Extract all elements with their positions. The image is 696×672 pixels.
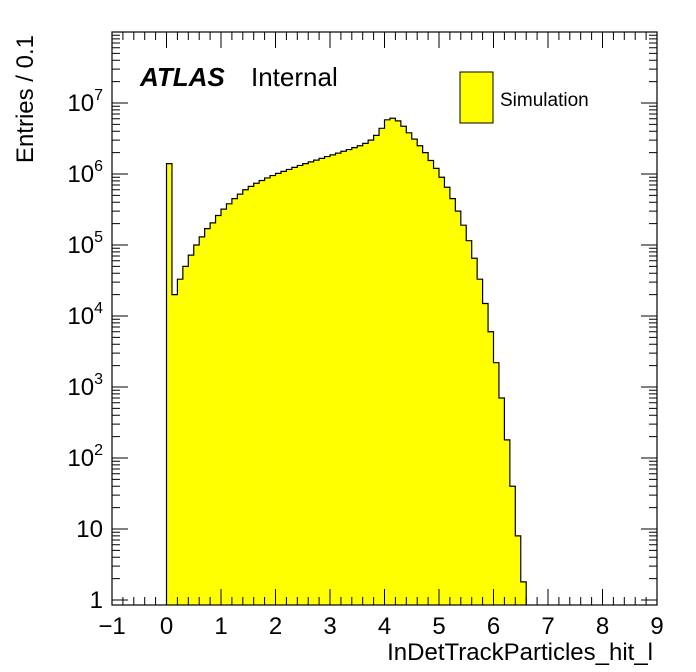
histogram-bar <box>204 228 211 605</box>
y-tick-label: 102 <box>67 442 103 472</box>
y-tick-label: 103 <box>67 371 103 401</box>
histogram-bar <box>270 175 276 605</box>
histogram-bar <box>166 163 173 605</box>
histogram-bar <box>237 194 244 605</box>
atlas-label: ATLAS <box>139 62 225 92</box>
histogram-bar <box>373 135 380 605</box>
histogram-bar <box>351 147 358 605</box>
histogram-bar <box>493 362 500 605</box>
histogram-bar <box>455 211 462 605</box>
x-tick-label: 3 <box>323 613 336 640</box>
histogram-bar <box>395 120 402 605</box>
x-tick-label: 2 <box>269 613 282 640</box>
histogram-bar <box>171 294 178 605</box>
x-tick-label: 9 <box>650 613 663 640</box>
histogram-bar <box>297 165 304 605</box>
histogram-bar <box>466 240 473 605</box>
histogram-bar <box>242 189 249 605</box>
y-axis-label: Entries / 0.1 <box>12 35 39 163</box>
histogram-bar <box>308 161 315 605</box>
histogram-bar <box>324 156 331 605</box>
histogram-bar <box>253 183 260 605</box>
histogram-bar <box>177 279 184 605</box>
histogram-bar <box>210 222 216 606</box>
histogram-bar <box>488 331 494 605</box>
histogram-bar <box>368 140 374 605</box>
histogram-bar <box>193 245 200 605</box>
x-tick-label: −1 <box>98 613 125 640</box>
histogram-bar <box>335 153 342 605</box>
histogram-bar <box>357 145 364 606</box>
histogram-bar <box>439 177 445 605</box>
histogram-bar <box>509 486 516 605</box>
x-tick-label: 5 <box>432 613 445 640</box>
histogram-bar <box>504 439 511 605</box>
histogram-bar <box>433 168 440 605</box>
status-label: Internal <box>251 62 338 92</box>
histogram-bar <box>199 236 206 605</box>
histogram-bar <box>188 255 195 605</box>
y-tick-label: 1 <box>90 587 103 614</box>
histogram-outline <box>165 117 527 605</box>
axis-ticks <box>111 32 658 605</box>
histogram-bar <box>362 143 369 605</box>
histogram-bar <box>520 581 527 605</box>
histogram-bar <box>515 535 522 605</box>
histogram-bar <box>417 145 424 606</box>
legend-label: Simulation <box>500 90 589 111</box>
x-tick-labels: −1 0 1 2 3 4 5 6 7 8 9 <box>98 613 663 640</box>
y-tick-label: 104 <box>67 300 103 330</box>
histogram-bar <box>259 180 265 606</box>
x-tick-label: 0 <box>160 613 173 640</box>
histogram-bar <box>428 160 434 606</box>
histogram-bar <box>400 126 407 605</box>
histogram-bar <box>264 177 271 605</box>
x-tick-label: 4 <box>378 613 391 640</box>
histogram-bar <box>482 303 489 605</box>
x-tick-label: 1 <box>214 613 227 640</box>
histogram-bar <box>319 158 325 605</box>
histogram-bar <box>406 132 413 605</box>
histogram-bar <box>286 169 293 606</box>
histogram-bar <box>280 171 287 605</box>
histogram-bar <box>389 118 396 606</box>
y-tick-label: 105 <box>67 229 103 259</box>
legend: Simulation <box>459 71 589 124</box>
histogram-bar <box>422 152 429 605</box>
histogram-bar <box>226 203 233 605</box>
histogram-bar <box>291 167 298 606</box>
histogram-bar <box>313 160 320 605</box>
histogram-bar <box>248 186 255 605</box>
histogram-bar <box>449 198 456 605</box>
histogram-bar <box>346 149 353 606</box>
histogram-bar <box>379 128 385 605</box>
histogram-bar <box>411 139 418 606</box>
histogram-bar <box>471 258 478 605</box>
histogram-bar <box>384 119 391 605</box>
histogram-bar <box>330 154 336 606</box>
histogram-bar <box>302 163 309 605</box>
histogram-bar <box>477 279 483 605</box>
y-tick-label: 10 <box>76 516 103 543</box>
histogram-bar <box>444 187 451 605</box>
histogram-bar <box>221 209 227 605</box>
y-tick-label: 107 <box>67 87 103 117</box>
histogram-bar <box>340 151 347 605</box>
histogram-bar <box>498 397 505 605</box>
y-tick-label: 106 <box>67 158 103 188</box>
x-tick-label: 7 <box>541 613 554 640</box>
histogram-bar <box>231 198 238 605</box>
y-tick-labels: 1 10 102 103 104 105 106 107 <box>67 87 103 614</box>
x-axis-label: InDetTrackParticles_hit_l <box>387 639 653 666</box>
legend-swatch <box>459 71 494 124</box>
histogram-bars <box>166 118 527 606</box>
x-tick-label: 8 <box>596 613 609 640</box>
histogram-bar <box>460 225 467 605</box>
histogram-bar <box>182 266 189 605</box>
histogram-bar <box>275 173 282 605</box>
histogram-bar <box>215 215 222 605</box>
x-tick-label: 6 <box>487 613 500 640</box>
